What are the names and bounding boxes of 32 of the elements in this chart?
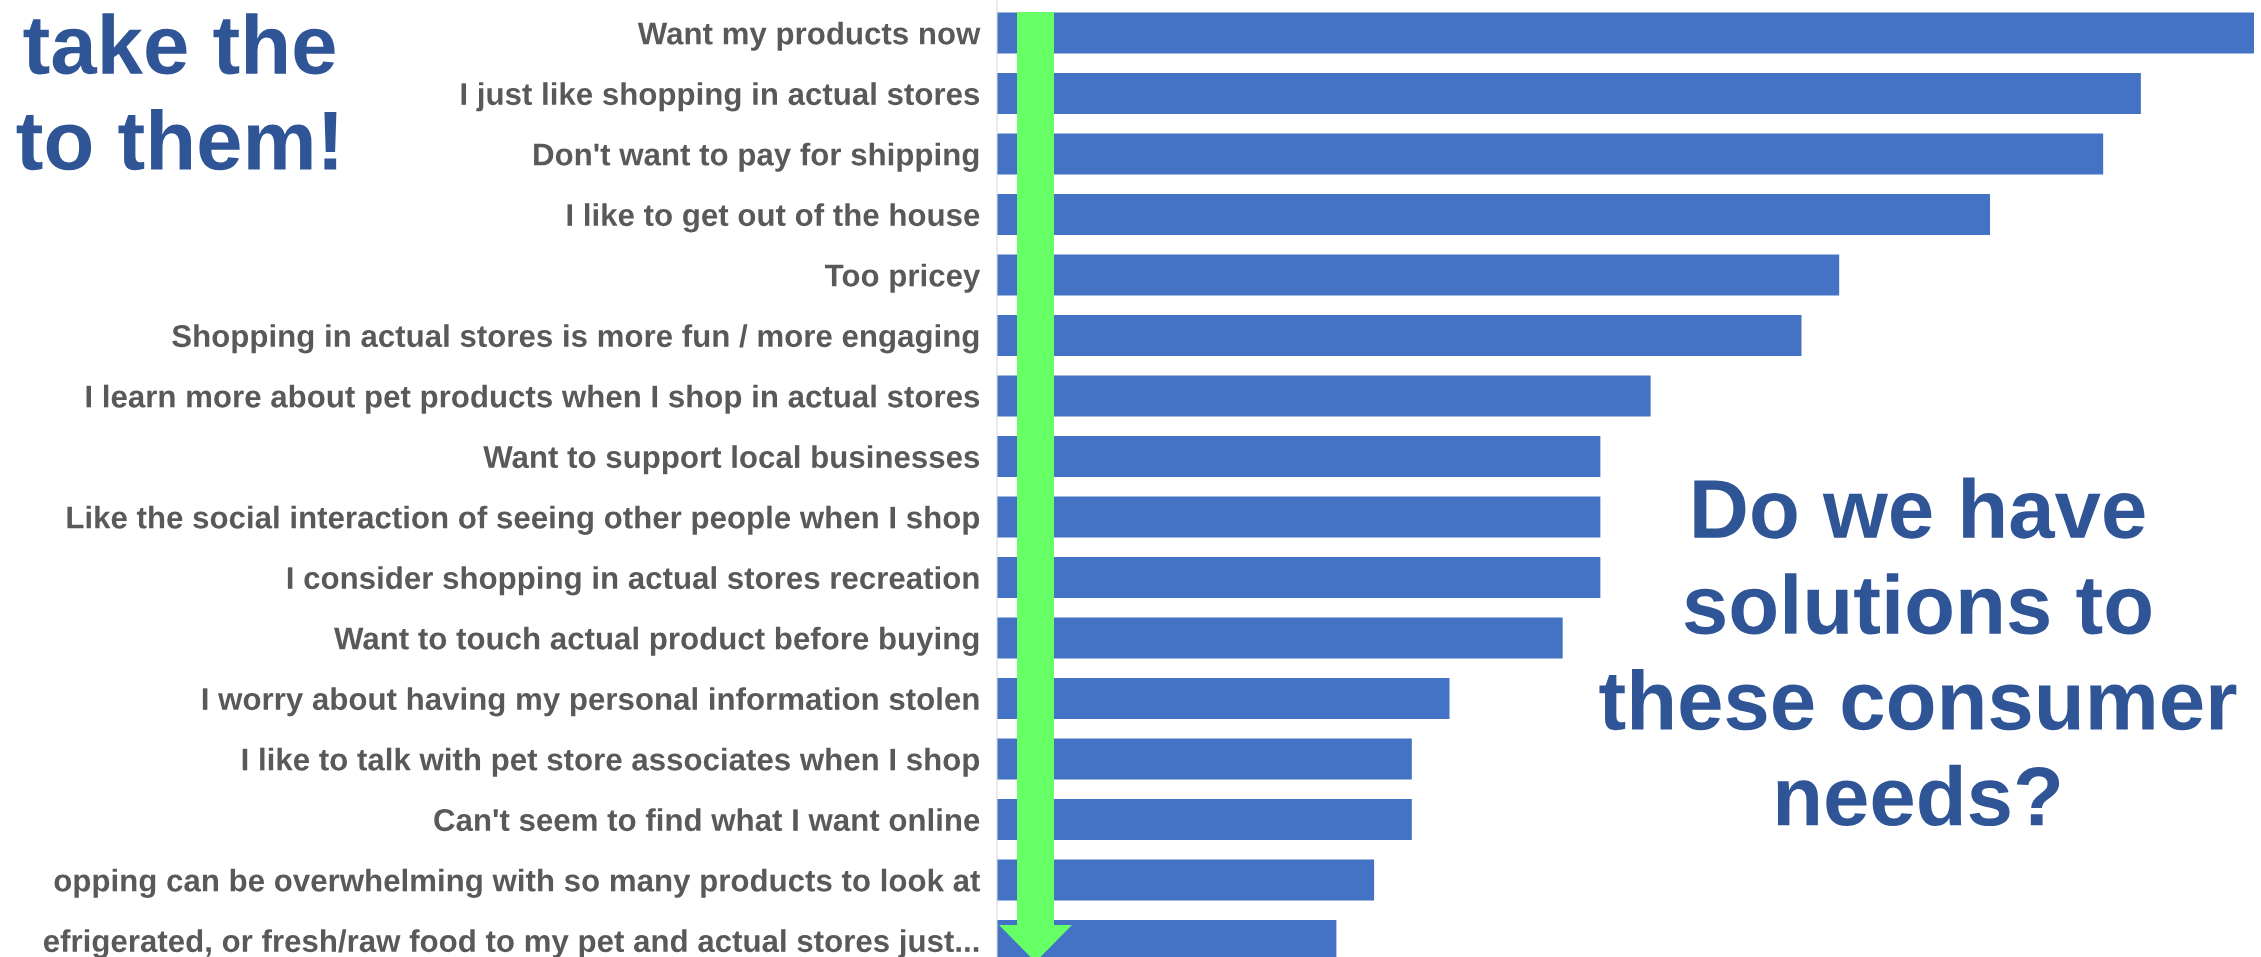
y-tick-label: Want my products now xyxy=(637,21,981,51)
y-tick-label: Shopping in actual stores is more fun / more engaging xyxy=(172,324,979,354)
bar xyxy=(997,314,1802,357)
y-tick-label: Don't want to pay for shipping xyxy=(534,142,979,172)
bar xyxy=(997,617,1563,659)
bar xyxy=(997,375,1651,417)
y-tick-label: I like to talk with pet store associates when I shop xyxy=(242,747,980,777)
y-tick-label: I worry about having my personal information stolen xyxy=(202,687,979,717)
bar xyxy=(997,193,1991,236)
bar xyxy=(997,738,1412,780)
y-tick-label: Want to touch actual product before buying xyxy=(334,626,979,656)
y-tick-label: I consider shopping in actual stores recreation xyxy=(287,566,979,596)
y-tick-label: I like to get out of the house xyxy=(567,203,980,233)
text: take the to them! xyxy=(16,13,337,171)
y-tick-label: Too pricey xyxy=(824,263,981,293)
bar xyxy=(997,496,1601,538)
bar xyxy=(997,859,1375,901)
y-tick-label: opping can be overwhelming with so many products to look at xyxy=(54,868,981,898)
bar xyxy=(997,72,2141,115)
bar xyxy=(997,556,1601,599)
bar xyxy=(997,798,1412,841)
annotation: Do we have solutions to these consumer needs? xyxy=(1599,477,2237,827)
bar xyxy=(997,12,2254,54)
bar xyxy=(997,254,1840,296)
bar xyxy=(997,133,2104,175)
y-tick-label: I just like shopping in actual stores xyxy=(461,82,980,112)
bar xyxy=(997,435,1601,478)
y-tick-label: Can't seem to find what I want online xyxy=(434,808,980,832)
bar xyxy=(997,677,1450,720)
y-tick-label: Like the social interaction of seeing other people when I shop xyxy=(67,505,980,535)
y-tick-label: I learn more about pet products when I shop in actual stores xyxy=(86,384,980,414)
y-tick-label: Want to support local businesses xyxy=(483,445,980,475)
